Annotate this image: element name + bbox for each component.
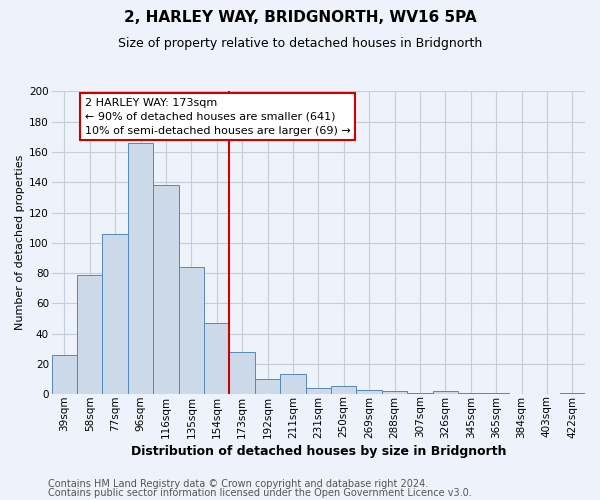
Bar xyxy=(229,352,255,394)
Text: Contains HM Land Registry data © Crown copyright and database right 2024.: Contains HM Land Registry data © Crown c… xyxy=(48,479,428,489)
Text: Size of property relative to detached houses in Bridgnorth: Size of property relative to detached ho… xyxy=(118,38,482,51)
Bar xyxy=(52,354,77,394)
Text: 2 HARLEY WAY: 173sqm
← 90% of detached houses are smaller (641)
10% of semi-deta: 2 HARLEY WAY: 173sqm ← 90% of detached h… xyxy=(85,98,350,136)
Bar xyxy=(280,374,305,394)
Bar xyxy=(305,388,331,394)
X-axis label: Distribution of detached houses by size in Bridgnorth: Distribution of detached houses by size … xyxy=(131,444,506,458)
Bar xyxy=(458,392,484,394)
Text: Contains public sector information licensed under the Open Government Licence v3: Contains public sector information licen… xyxy=(48,488,472,498)
Bar xyxy=(433,391,458,394)
Bar xyxy=(103,234,128,394)
Y-axis label: Number of detached properties: Number of detached properties xyxy=(15,155,25,330)
Bar xyxy=(255,379,280,394)
Bar xyxy=(153,186,179,394)
Bar xyxy=(204,323,229,394)
Bar xyxy=(560,392,585,394)
Bar xyxy=(179,267,204,394)
Bar xyxy=(128,143,153,394)
Bar xyxy=(77,274,103,394)
Bar xyxy=(484,392,509,394)
Bar xyxy=(382,391,407,394)
Bar xyxy=(407,392,433,394)
Text: 2, HARLEY WAY, BRIDGNORTH, WV16 5PA: 2, HARLEY WAY, BRIDGNORTH, WV16 5PA xyxy=(124,10,476,25)
Bar xyxy=(331,386,356,394)
Bar xyxy=(356,390,382,394)
